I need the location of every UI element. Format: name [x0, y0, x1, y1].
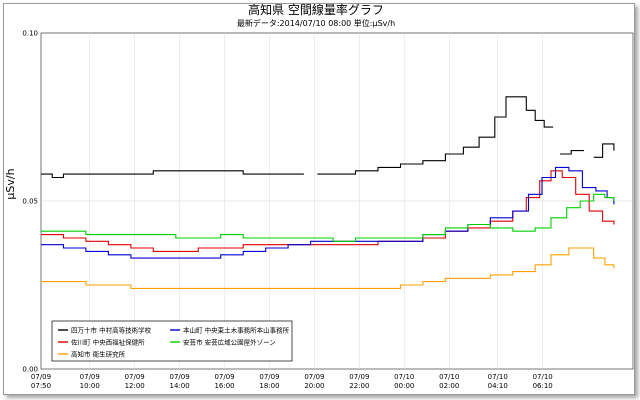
- legend-box: [51, 320, 293, 362]
- x-tick-date: 07/09: [170, 373, 190, 381]
- series-line: [41, 247, 615, 289]
- chart-subtitle: 最新データ:2014/07/10 08:00 単位:μSv/h: [237, 18, 395, 28]
- x-tick-date: 07/10: [439, 373, 459, 381]
- series-line: [593, 143, 615, 158]
- legend-label: 本山町 中央東土木事務所本山事務所: [183, 325, 290, 334]
- x-tick-time: 10:00: [80, 382, 100, 390]
- x-tick-time: 12:00: [125, 382, 145, 390]
- series-line: [560, 150, 584, 155]
- x-ticks: 07/0907:5007/0910:0007/0912:0007/0914:00…: [31, 373, 553, 390]
- x-tick-time: 02:00: [439, 382, 459, 390]
- x-tick-time: 22:00: [349, 382, 369, 390]
- grid-lines: [41, 33, 633, 369]
- x-tick-time: 06:10: [533, 382, 553, 390]
- x-tick-date: 07/09: [80, 373, 100, 381]
- chart-title: 高知県 空間線量率グラフ: [248, 2, 384, 17]
- x-tick-time: 20:00: [304, 382, 324, 390]
- x-tick-date: 07/09: [125, 373, 145, 381]
- y-tick-label: 0.05: [22, 198, 38, 206]
- series-line: [41, 170, 304, 179]
- y-axis-label: μSv/h: [4, 168, 17, 199]
- x-tick-time: 04:10: [488, 382, 508, 390]
- x-tick-date: 07/09: [259, 373, 279, 381]
- x-tick-time: 18:00: [259, 382, 279, 390]
- x-tick-date: 07/09: [214, 373, 234, 381]
- x-tick-date: 07/10: [394, 373, 414, 381]
- x-tick-date: 07/10: [488, 373, 508, 381]
- x-tick-date: 07/09: [304, 373, 324, 381]
- x-tick-date: 07/09: [349, 373, 369, 381]
- series-line: [41, 166, 615, 259]
- x-tick-date: 07/09: [31, 373, 51, 381]
- legend-label: 高知市 衛生研究所: [71, 349, 126, 358]
- y-tick-label: 0.10: [22, 30, 38, 38]
- legend-label: 安芸市 安芸広域公園屋外ゾーン: [183, 337, 276, 346]
- series-line: [317, 96, 554, 175]
- series-lines: [41, 96, 615, 289]
- x-tick-time: 00:00: [394, 382, 414, 390]
- series-line: [41, 193, 615, 242]
- legend-label: 四万十市 中村高等技術学校: [71, 325, 152, 334]
- x-tick-date: 07/10: [533, 373, 553, 381]
- x-tick-time: 16:00: [214, 382, 234, 390]
- legend-label: 佐川町 中央西福祉保健所: [71, 337, 145, 346]
- x-tick-time: 14:00: [170, 382, 190, 390]
- y-ticks: 0.00 0.05 0.10: [22, 30, 38, 374]
- x-tick-time: 07:50: [31, 382, 51, 390]
- y-tick-label: 0.00: [22, 366, 38, 374]
